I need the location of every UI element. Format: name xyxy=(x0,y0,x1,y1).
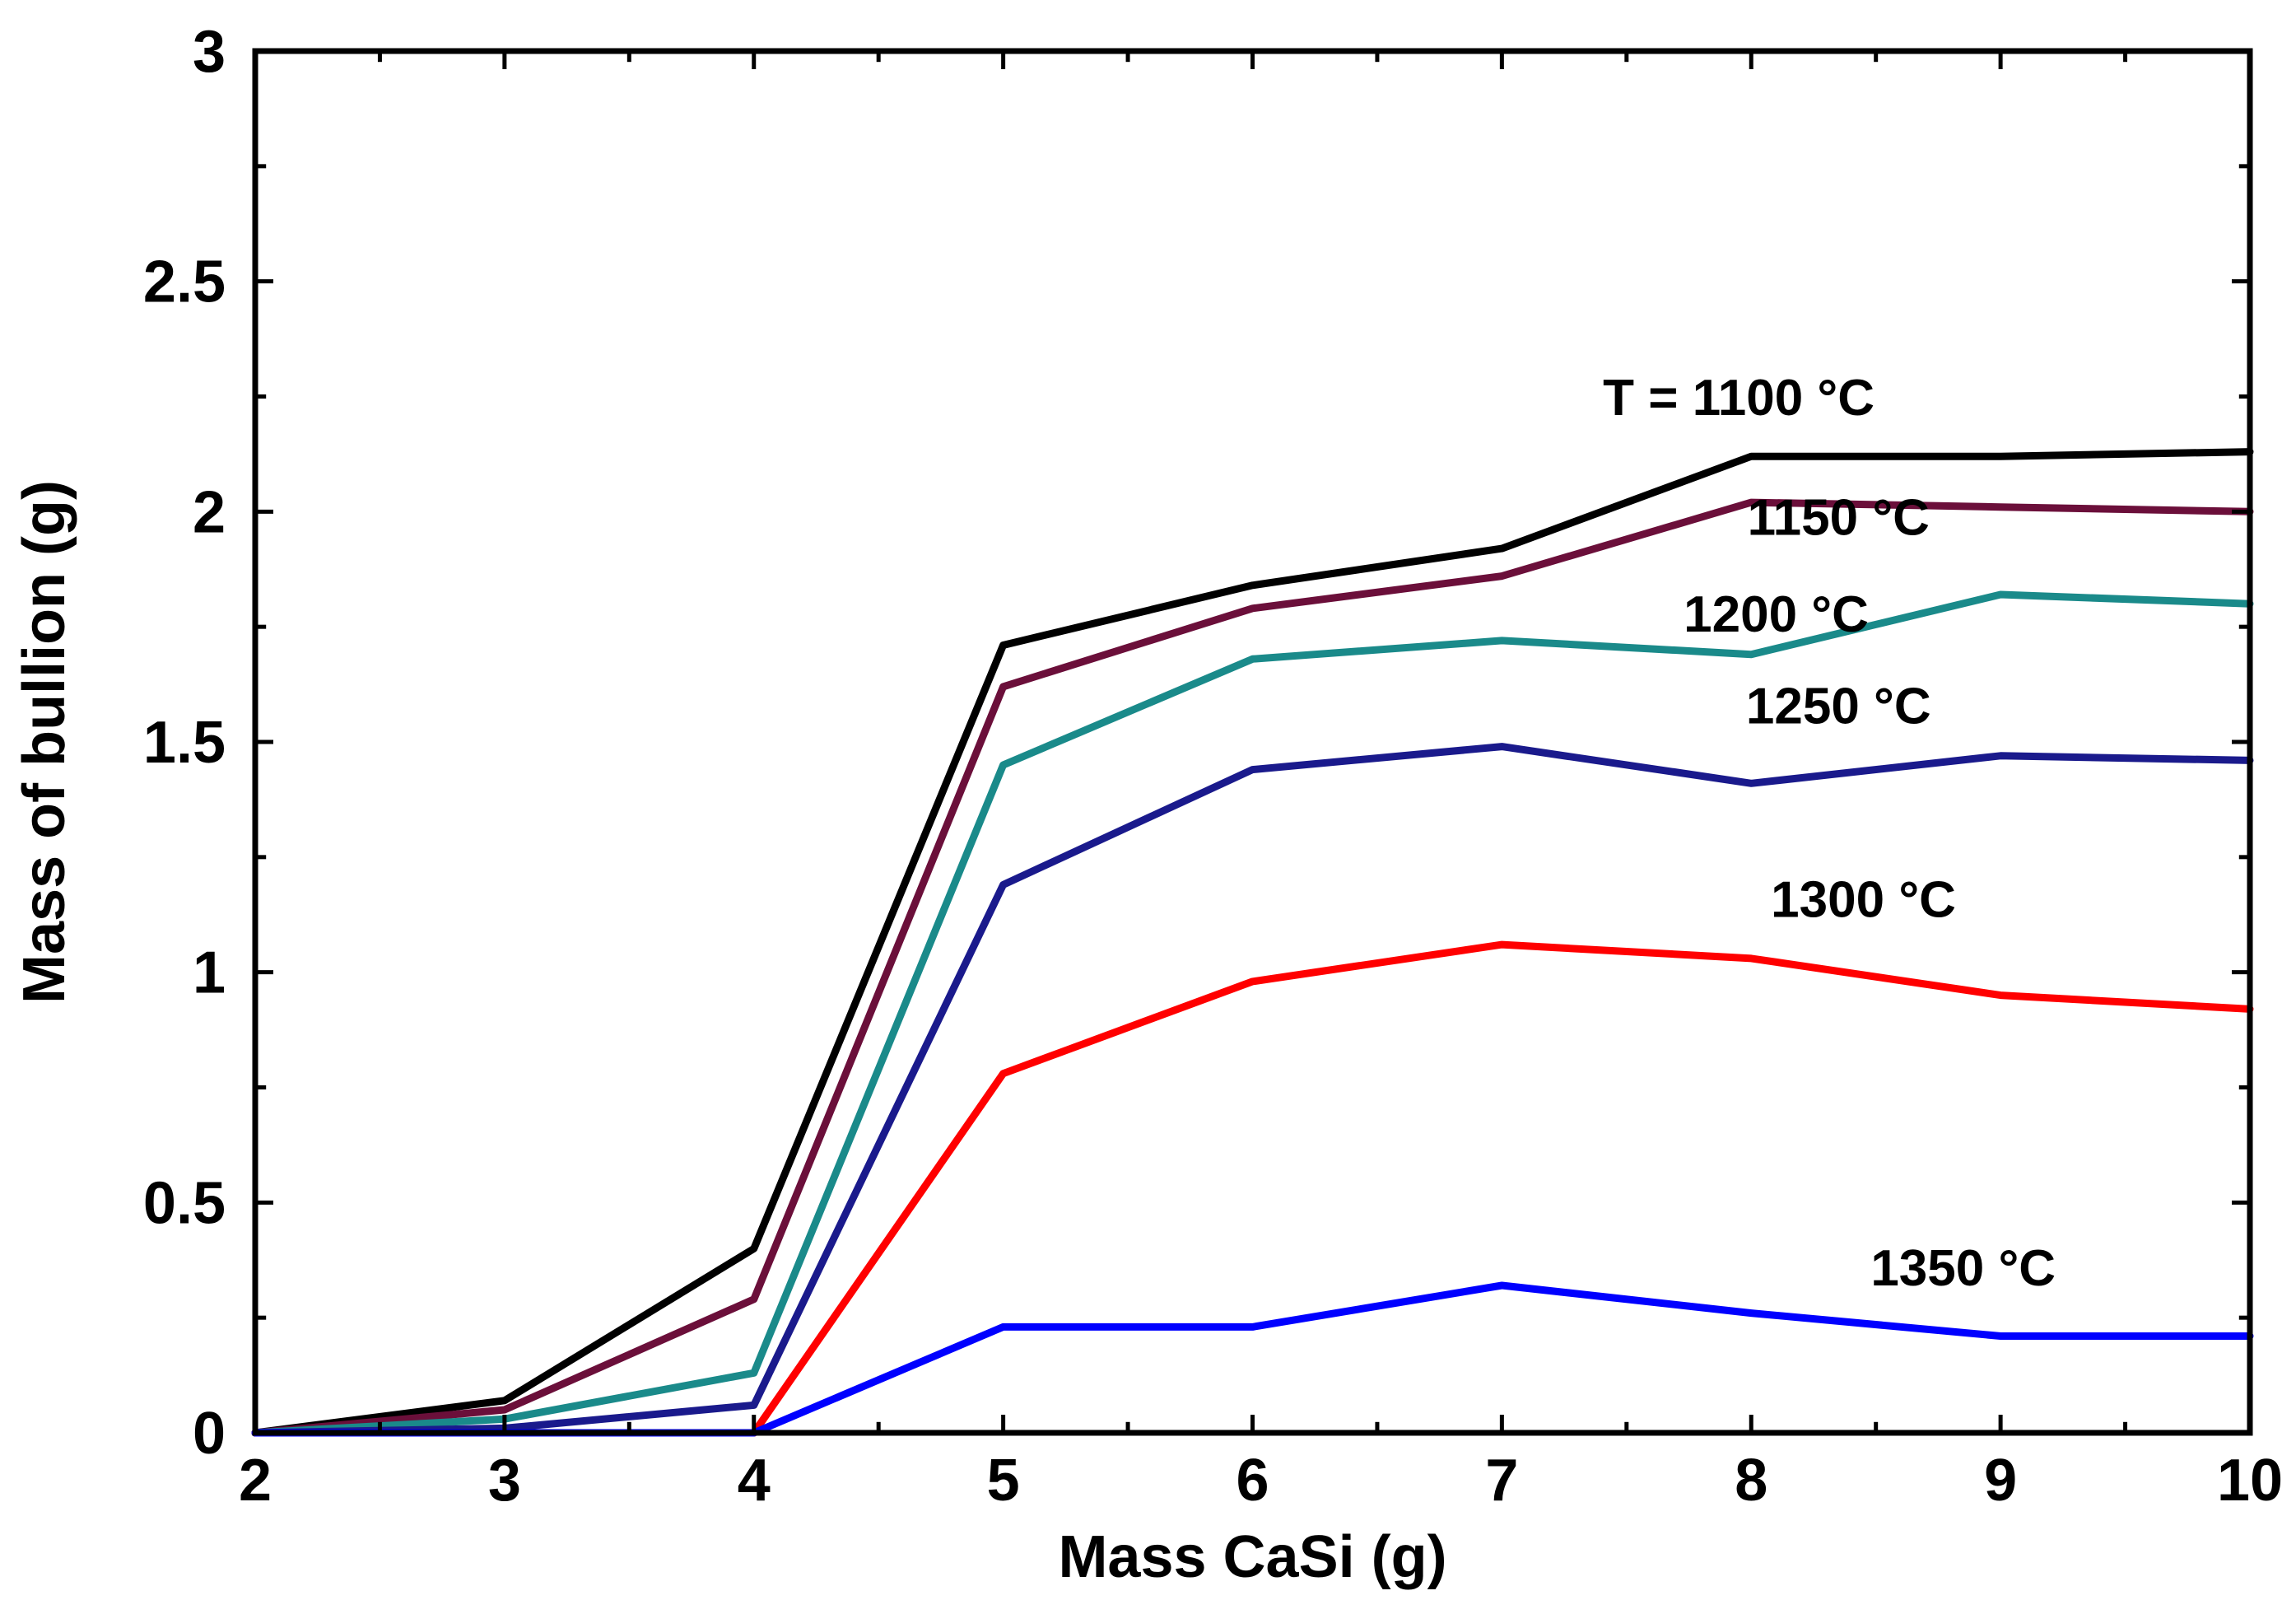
y-tick-label: 3 xyxy=(193,19,226,85)
y-tick-label: 2.5 xyxy=(143,250,226,315)
series-line-1150-c xyxy=(251,498,2254,1437)
x-tick-label: 6 xyxy=(1236,1448,1269,1514)
x-tick-label: 7 xyxy=(1485,1448,1518,1514)
x-tick-label: 9 xyxy=(1984,1448,2017,1514)
plot-frame xyxy=(252,48,2253,1436)
x-tick-label: 4 xyxy=(738,1448,771,1514)
series-label-1300-c: 1300 °C xyxy=(1771,872,1956,929)
y-tick-label: 2 xyxy=(193,479,226,545)
series-line-t-1100-c xyxy=(251,448,2254,1437)
x-tick-label: 3 xyxy=(488,1448,521,1514)
series-line-1250-c xyxy=(251,743,2254,1437)
ticks-layer xyxy=(253,49,2252,1435)
series-label-1350-c: 1350 °C xyxy=(1870,1240,2056,1297)
y-tick-label: 0.5 xyxy=(143,1170,226,1236)
y-tick-label: 0 xyxy=(193,1401,226,1467)
x-tick-label: 10 xyxy=(2217,1448,2283,1514)
x-tick-label: 5 xyxy=(987,1448,1020,1514)
series-label-t-1100-c: T = 1100 °C xyxy=(1603,370,1875,427)
x-tick-label: 8 xyxy=(1735,1448,1767,1514)
series-label-1150-c: 1150 °C xyxy=(1748,489,1930,546)
labels-layer: 2 3 4 5 6 7 8 9 10 0 0.5 1 1.5 2 2.5 3 xyxy=(143,19,2283,1514)
annotation-layer: T = 1100 °C 1150 °C 1200 °C 1250 °C 1300 °C 1… xyxy=(1603,370,2056,1297)
y-tick-label: 1.5 xyxy=(143,710,226,776)
x-axis-title: Mass CaSi (g) xyxy=(1058,1524,1446,1590)
series-label-1200-c: 1200 °C xyxy=(1684,586,1869,643)
y-tick-label: 1 xyxy=(193,940,226,1006)
series-line-1200-c xyxy=(251,590,2254,1437)
y-axis-title: Mass of bullion (g) xyxy=(12,480,77,1004)
x-tick-label: 2 xyxy=(239,1448,272,1514)
series-label-1250-c: 1250 °C xyxy=(1746,679,1931,735)
series-line-1300-c xyxy=(251,940,2254,1437)
